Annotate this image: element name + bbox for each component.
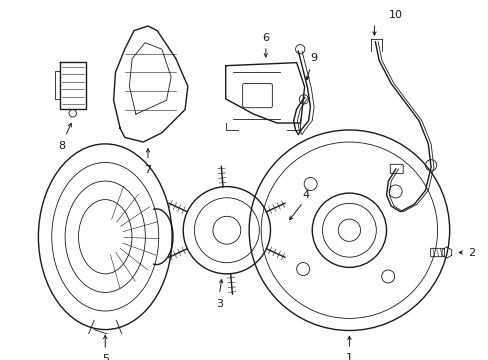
Text: 9: 9 (310, 54, 317, 63)
Text: 6: 6 (262, 33, 269, 42)
Text: 1: 1 (345, 354, 352, 360)
Text: 5: 5 (102, 354, 108, 360)
Text: 4: 4 (302, 190, 309, 200)
Text: 8: 8 (58, 141, 65, 151)
Text: 3: 3 (216, 298, 223, 309)
Text: 2: 2 (468, 248, 474, 257)
Text: 7: 7 (144, 165, 151, 175)
Text: 10: 10 (388, 10, 402, 20)
